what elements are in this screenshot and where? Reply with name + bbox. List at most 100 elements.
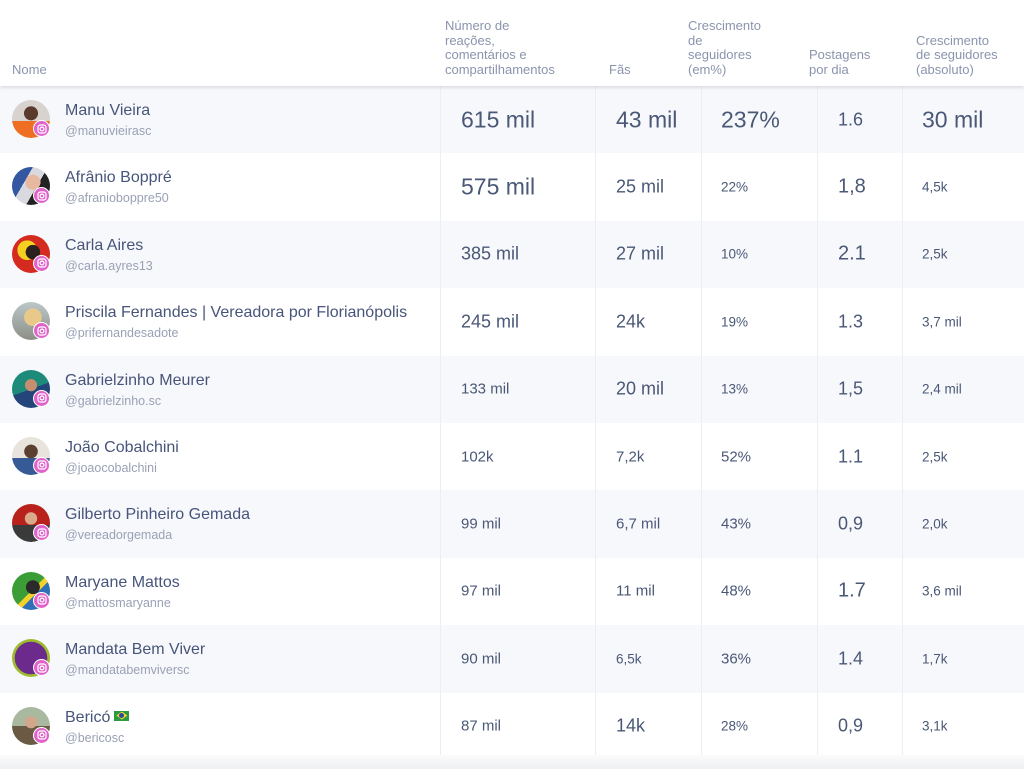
cell-fas: 6,7 mil bbox=[616, 515, 661, 533]
header-text: Postagens bbox=[809, 47, 871, 62]
column-header-fas[interactable]: Fãs bbox=[609, 61, 631, 77]
cell-postagens: 1,5 bbox=[838, 378, 864, 399]
cell-crescimento-pct: 36% bbox=[721, 650, 752, 668]
profile-handle: @gabrielzinho.sc bbox=[65, 393, 162, 408]
profile-name-text: Priscila Fernandes | Vereadora por Flori… bbox=[65, 304, 408, 322]
profile-handle: @vereadorgemada bbox=[65, 528, 173, 543]
cell-fas: 11 mil bbox=[616, 582, 655, 600]
brazil-flag-icon bbox=[114, 710, 130, 721]
cell-crescimento-pct: 43% bbox=[721, 515, 752, 533]
instagram-icon bbox=[33, 322, 50, 340]
table-row[interactable]: João Cobalchini @joaocobalchini 102k 7,2k 52… bbox=[0, 422, 1024, 491]
column-header-reacoes[interactable]: Número de reações, comentários e compart… bbox=[445, 18, 580, 77]
cell-fas: 25 mil bbox=[616, 176, 665, 197]
cell-crescimento-pct: 13% bbox=[721, 381, 749, 397]
column-divider bbox=[701, 86, 702, 769]
profile-name[interactable]: João Cobalchini bbox=[65, 439, 179, 457]
cell-crescimento-abs: 2,5k bbox=[922, 449, 948, 465]
profile-name[interactable]: Afrânio Boppré bbox=[65, 169, 172, 187]
table-row[interactable]: Priscila Fernandes | Vereadora por Flori… bbox=[0, 288, 1024, 356]
instagram-icon bbox=[33, 456, 50, 474]
header-text: reações, bbox=[445, 32, 495, 48]
column-header-crescimento-abs[interactable]: Crescimento de seguidores (absoluto) bbox=[916, 33, 1016, 78]
cell-crescimento-pct: 10% bbox=[721, 246, 749, 262]
profile-name[interactable]: Manu Vieira bbox=[65, 102, 150, 120]
header-text: seguidores bbox=[688, 47, 752, 62]
instagram-icon bbox=[33, 524, 50, 542]
table-row[interactable]: Gabrielzinho Meurer @gabrielzinho.sc 133 m… bbox=[0, 355, 1024, 423]
table-row[interactable]: Manu Vieira @manuvieirasc 615 mil 43 mil 237… bbox=[0, 86, 1024, 154]
table-row[interactable]: Bericó @bericosc 87 mil 14k 28% 0,9 3,1k bbox=[0, 692, 1024, 760]
profile-name[interactable]: Bericó bbox=[65, 708, 130, 727]
instagram-icon bbox=[33, 726, 50, 744]
header-text: (absoluto) bbox=[916, 61, 974, 77]
profile-name[interactable]: Mandata Bem Viver bbox=[65, 641, 205, 659]
cell-postagens: 2.1 bbox=[838, 242, 866, 265]
cell-crescimento-abs: 2,4 mil bbox=[922, 381, 962, 397]
cell-reacoes: 245 mil bbox=[461, 311, 520, 332]
cell-postagens: 1,8 bbox=[838, 175, 866, 198]
header-text: por dia bbox=[809, 61, 849, 77]
column-header-crescimento-pct[interactable]: Crescimento de seguidores (em%) bbox=[688, 18, 768, 77]
profile-name[interactable]: Maryane Mattos bbox=[65, 574, 180, 592]
profile-handle: @joaocobalchini bbox=[65, 460, 157, 475]
cell-crescimento-pct: 22% bbox=[721, 179, 749, 195]
instagram-icon bbox=[33, 591, 50, 609]
profile-name-text: Bericó bbox=[65, 708, 111, 726]
profile-name-text: Mandata Bem Viver bbox=[65, 641, 206, 659]
cell-crescimento-pct: 52% bbox=[721, 448, 752, 466]
cell-fas: 14k bbox=[616, 715, 646, 736]
header-text: de bbox=[688, 32, 703, 48]
table-row[interactable]: Mandata Bem Viver @mandatabemviversc 90 mi… bbox=[0, 625, 1024, 693]
cell-fas: 6,5k bbox=[616, 651, 642, 667]
header-text: (em%) bbox=[688, 61, 727, 77]
instagram-icon bbox=[33, 659, 50, 677]
cell-fas: 24k bbox=[616, 311, 646, 332]
cell-postagens: 0,9 bbox=[838, 715, 864, 736]
cell-reacoes: 133 mil bbox=[461, 380, 510, 398]
profile-name-text: Gabrielzinho Meurer bbox=[65, 371, 210, 389]
profile-name-text: Manu Vieira bbox=[65, 102, 151, 119]
table-row[interactable]: Maryane Mattos @mattosmaryanne 97 mil 11 mi… bbox=[0, 557, 1024, 626]
column-header-nome[interactable]: Nome bbox=[12, 61, 47, 77]
column-divider bbox=[902, 86, 903, 769]
table-body: Manu Vieira @manuvieirasc 615 mil 43 mil 237… bbox=[0, 86, 1024, 760]
column-header-postagens[interactable]: Postagens por dia bbox=[809, 47, 889, 77]
profile-name-text: João Cobalchini bbox=[65, 438, 179, 456]
header-text: compartilhamentos bbox=[445, 61, 555, 77]
cell-crescimento-abs: 1,7k bbox=[922, 651, 948, 667]
table-row[interactable]: Gilberto Pinheiro Gemada @vereadorgemada 9… bbox=[0, 490, 1024, 558]
cell-postagens: 1.6 bbox=[838, 109, 864, 130]
profile-handle: @carla.ayres13 bbox=[65, 258, 153, 273]
cell-postagens: 1.4 bbox=[838, 648, 864, 669]
cell-reacoes: 385 mil bbox=[461, 243, 520, 264]
profile-name[interactable]: Gabrielzinho Meurer bbox=[65, 372, 210, 390]
cell-crescimento-abs: 3,1k bbox=[922, 718, 948, 734]
cell-fas: 27 mil bbox=[616, 243, 665, 264]
column-divider bbox=[817, 86, 818, 769]
cell-crescimento-abs: 2,5k bbox=[922, 246, 948, 262]
column-divider bbox=[440, 86, 441, 769]
table-row[interactable]: Carla Aires @carla.ayres13 385 mil 27 mil 10… bbox=[0, 220, 1024, 289]
cell-crescimento-pct: 48% bbox=[721, 582, 752, 600]
cell-crescimento-pct: 19% bbox=[721, 314, 749, 330]
profile-name[interactable]: Priscila Fernandes | Vereadora por Flori… bbox=[65, 304, 407, 322]
table-row[interactable]: Afrânio Boppré @afranioboppre50 575 mil 25 … bbox=[0, 153, 1024, 221]
profile-name-text: Maryane Mattos bbox=[65, 573, 180, 591]
header-text: comentários e bbox=[445, 47, 527, 62]
cell-reacoes: 90 mil bbox=[461, 650, 502, 668]
scroll-fade bbox=[0, 755, 1024, 769]
table-header: Nome Número de reações, comentários e co… bbox=[0, 0, 1024, 86]
profile-name[interactable]: Carla Aires bbox=[65, 237, 143, 255]
profile-handle: @prifernandesadote bbox=[65, 326, 179, 341]
cell-postagens: 1.3 bbox=[838, 311, 864, 332]
cell-reacoes: 575 mil bbox=[461, 173, 536, 200]
cell-reacoes: 97 mil bbox=[461, 582, 502, 600]
cell-crescimento-abs: 2,0k bbox=[922, 516, 948, 532]
profile-name[interactable]: Gilberto Pinheiro Gemada bbox=[65, 506, 250, 524]
profile-name-text: Gilberto Pinheiro Gemada bbox=[65, 506, 250, 524]
cell-postagens: 1.7 bbox=[838, 579, 866, 602]
cell-crescimento-pct: 28% bbox=[721, 718, 749, 734]
cell-reacoes: 102k bbox=[461, 448, 494, 466]
